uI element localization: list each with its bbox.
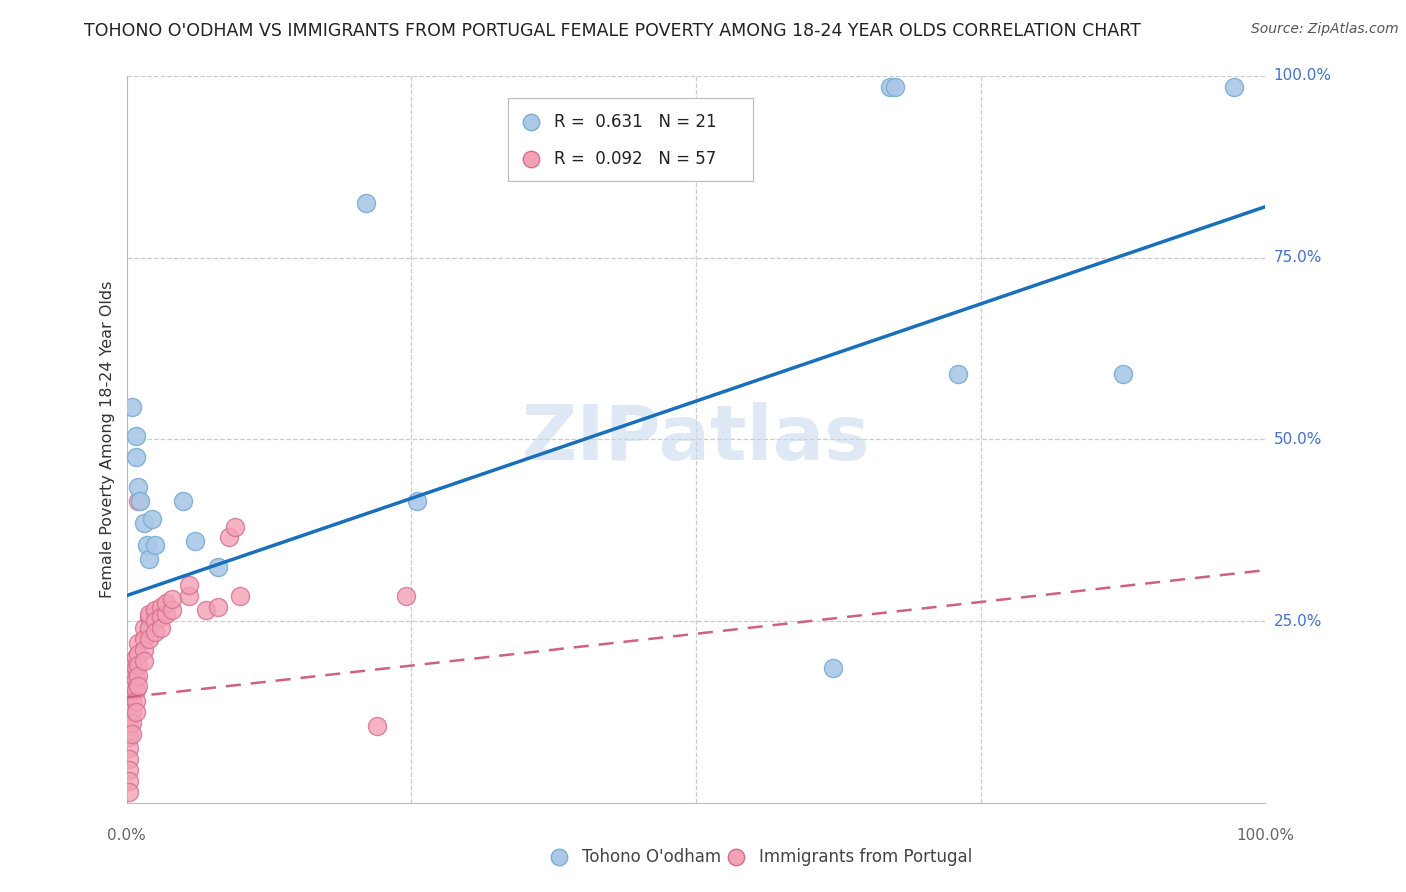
Point	[132, 654, 155, 668]
Point	[118, 698, 141, 712]
Text: TOHONO O'ODHAM VS IMMIGRANTS FROM PORTUGAL FEMALE POVERTY AMONG 18-24 YEAR OLDS : TOHONO O'ODHAM VS IMMIGRANTS FROM PORTUG…	[84, 22, 1142, 40]
Point	[127, 647, 149, 661]
Point	[124, 694, 146, 708]
Point	[195, 603, 218, 617]
Text: R =  0.631   N = 21: R = 0.631 N = 21	[554, 112, 716, 130]
Point	[127, 668, 149, 682]
Point	[879, 79, 901, 94]
Point	[179, 578, 201, 592]
Text: Immigrants from Portugal: Immigrants from Portugal	[759, 848, 972, 866]
Point	[118, 785, 141, 799]
Point	[118, 741, 141, 756]
Point	[132, 643, 155, 657]
Point	[155, 596, 177, 610]
Point	[118, 763, 141, 777]
Text: Source: ZipAtlas.com: Source: ZipAtlas.com	[1251, 22, 1399, 37]
Point	[132, 516, 155, 530]
Point	[136, 538, 159, 552]
Point	[118, 731, 141, 745]
Point	[520, 153, 543, 167]
Point	[118, 708, 141, 723]
Point	[149, 621, 172, 635]
Point	[394, 589, 416, 603]
Point	[127, 680, 149, 694]
Point	[149, 599, 172, 614]
Point	[132, 621, 155, 635]
Text: 25.0%: 25.0%	[1274, 614, 1322, 629]
Point	[121, 400, 143, 414]
Text: 100.0%: 100.0%	[1274, 69, 1331, 83]
Point	[121, 672, 143, 686]
Point	[124, 683, 146, 698]
Point	[132, 632, 155, 647]
Text: Tohono O'odham: Tohono O'odham	[582, 848, 721, 866]
Point	[224, 519, 246, 533]
Point	[124, 450, 146, 465]
Point	[143, 624, 166, 639]
Text: R =  0.092   N = 57: R = 0.092 N = 57	[554, 151, 716, 169]
Point	[354, 196, 377, 211]
Point	[548, 850, 571, 864]
Point	[121, 683, 143, 698]
Point	[160, 592, 183, 607]
Point	[124, 705, 146, 719]
Text: 50.0%: 50.0%	[1274, 432, 1322, 447]
Point	[218, 531, 240, 545]
Point	[121, 727, 143, 741]
Point	[143, 603, 166, 617]
Point	[138, 552, 160, 566]
Point	[1222, 79, 1244, 94]
Point	[724, 850, 747, 864]
Point	[172, 494, 194, 508]
Point	[121, 661, 143, 675]
Point	[121, 705, 143, 719]
Point	[406, 494, 429, 508]
Point	[138, 607, 160, 621]
Point	[143, 614, 166, 628]
Point	[160, 603, 183, 617]
Point	[946, 367, 969, 381]
FancyBboxPatch shape	[508, 97, 754, 181]
Point	[127, 494, 149, 508]
Point	[207, 599, 229, 614]
Point	[118, 676, 141, 690]
Text: 0.0%: 0.0%	[107, 828, 146, 843]
Point	[207, 559, 229, 574]
Point	[1112, 367, 1135, 381]
Point	[118, 719, 141, 733]
Point	[129, 494, 152, 508]
Point	[121, 715, 143, 730]
Point	[124, 428, 146, 442]
Y-axis label: Female Poverty Among 18-24 Year Olds: Female Poverty Among 18-24 Year Olds	[100, 281, 115, 598]
Point	[127, 657, 149, 672]
Point	[121, 694, 143, 708]
Point	[179, 589, 201, 603]
Text: 100.0%: 100.0%	[1236, 828, 1295, 843]
Point	[149, 610, 172, 624]
Text: ZIPatlas: ZIPatlas	[522, 402, 870, 476]
Point	[184, 534, 207, 549]
Point	[229, 589, 252, 603]
Point	[118, 687, 141, 701]
Point	[138, 621, 160, 635]
Text: 75.0%: 75.0%	[1274, 250, 1322, 265]
Point	[821, 661, 844, 675]
Point	[143, 538, 166, 552]
Point	[138, 632, 160, 647]
Point	[124, 650, 146, 665]
Point	[127, 479, 149, 493]
Point	[520, 114, 543, 128]
Point	[127, 636, 149, 650]
Point	[124, 661, 146, 675]
Point	[141, 512, 163, 526]
Point	[884, 79, 907, 94]
Point	[124, 672, 146, 686]
Point	[138, 610, 160, 624]
Point	[118, 752, 141, 766]
Point	[118, 774, 141, 789]
Point	[366, 719, 388, 733]
Point	[155, 607, 177, 621]
